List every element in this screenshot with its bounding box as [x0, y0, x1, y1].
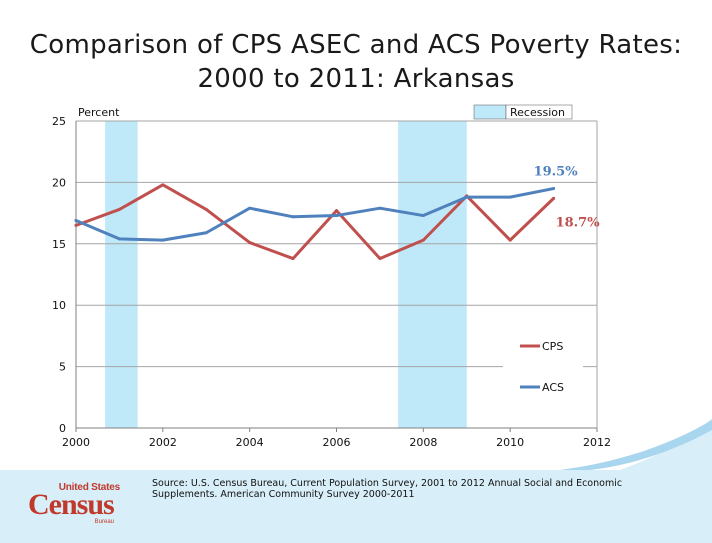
census-bureau-logo: United States Census Bureau	[22, 482, 132, 527]
footer-band	[0, 418, 712, 543]
recession-legend-swatch	[473, 104, 507, 120]
legend-label-cps: CPS	[542, 340, 563, 353]
data-point-cps	[161, 183, 165, 187]
data-point-cps	[117, 207, 121, 211]
data-point-acs	[465, 195, 469, 199]
recession-band-1	[105, 121, 138, 428]
x-tick-label: 2012	[583, 436, 611, 449]
data-point-cps	[291, 257, 295, 261]
legend-box	[503, 330, 583, 405]
logo-top-text: United States	[58, 482, 121, 493]
data-point-cps	[378, 257, 382, 261]
data-point-acs	[421, 214, 425, 218]
data-point-cps	[204, 207, 208, 211]
end-label-cps: 18.7%	[556, 215, 601, 230]
y-tick-label: 5	[59, 361, 66, 374]
y-tick-label: 15	[52, 238, 66, 251]
series-line-acs	[74, 187, 556, 242]
y-tick-label: 25	[52, 115, 66, 128]
recession-legend-label: Recession	[510, 106, 565, 119]
recession-band-2	[398, 121, 467, 428]
data-point-acs	[74, 218, 78, 222]
y-tick-label: 20	[52, 176, 66, 189]
x-tick-label: 2002	[149, 436, 177, 449]
data-point-acs	[248, 206, 252, 210]
title-line-2: 2000 to 2011: Arkansas	[197, 64, 515, 94]
y-tick-label: 0	[59, 422, 66, 435]
logo-main-text: Census	[28, 488, 115, 521]
data-point-cps	[421, 238, 425, 242]
series-line-cps	[74, 183, 556, 261]
y-axis-label: Percent	[78, 106, 120, 119]
title-line-1: Comparison of CPS ASEC and ACS Poverty R…	[29, 30, 683, 60]
logo-sub-text: Bureau	[94, 519, 114, 525]
x-tick-label: 2008	[409, 436, 437, 449]
data-point-acs	[204, 231, 208, 235]
end-label-acs: 19.5%	[534, 165, 579, 180]
data-point-acs	[378, 206, 382, 210]
data-point-cps	[552, 196, 556, 200]
y-tick-label: 10	[52, 299, 66, 312]
data-point-acs	[508, 195, 512, 199]
footer-swoosh	[560, 420, 712, 470]
recession-legend-box	[505, 104, 573, 120]
data-point-cps	[335, 209, 338, 213]
x-tick-label: 2010	[496, 436, 524, 449]
data-point-acs	[161, 238, 165, 242]
chart-title: Comparison of CPS ASEC and ACS Poverty R…	[0, 28, 712, 96]
x-tick-label: 2006	[323, 436, 351, 449]
data-point-acs	[552, 187, 556, 191]
data-point-cps	[74, 223, 78, 227]
legend-label-acs: ACS	[542, 381, 564, 394]
data-point-cps	[508, 238, 512, 242]
data-point-cps	[248, 241, 252, 245]
x-tick-label: 2000	[62, 436, 90, 449]
x-tick-label: 2004	[236, 436, 264, 449]
data-point-acs	[291, 215, 295, 219]
data-point-acs	[117, 237, 121, 241]
source-note: Source: U.S. Census Bureau, Current Popu…	[152, 478, 623, 500]
data-point-acs	[335, 214, 338, 218]
